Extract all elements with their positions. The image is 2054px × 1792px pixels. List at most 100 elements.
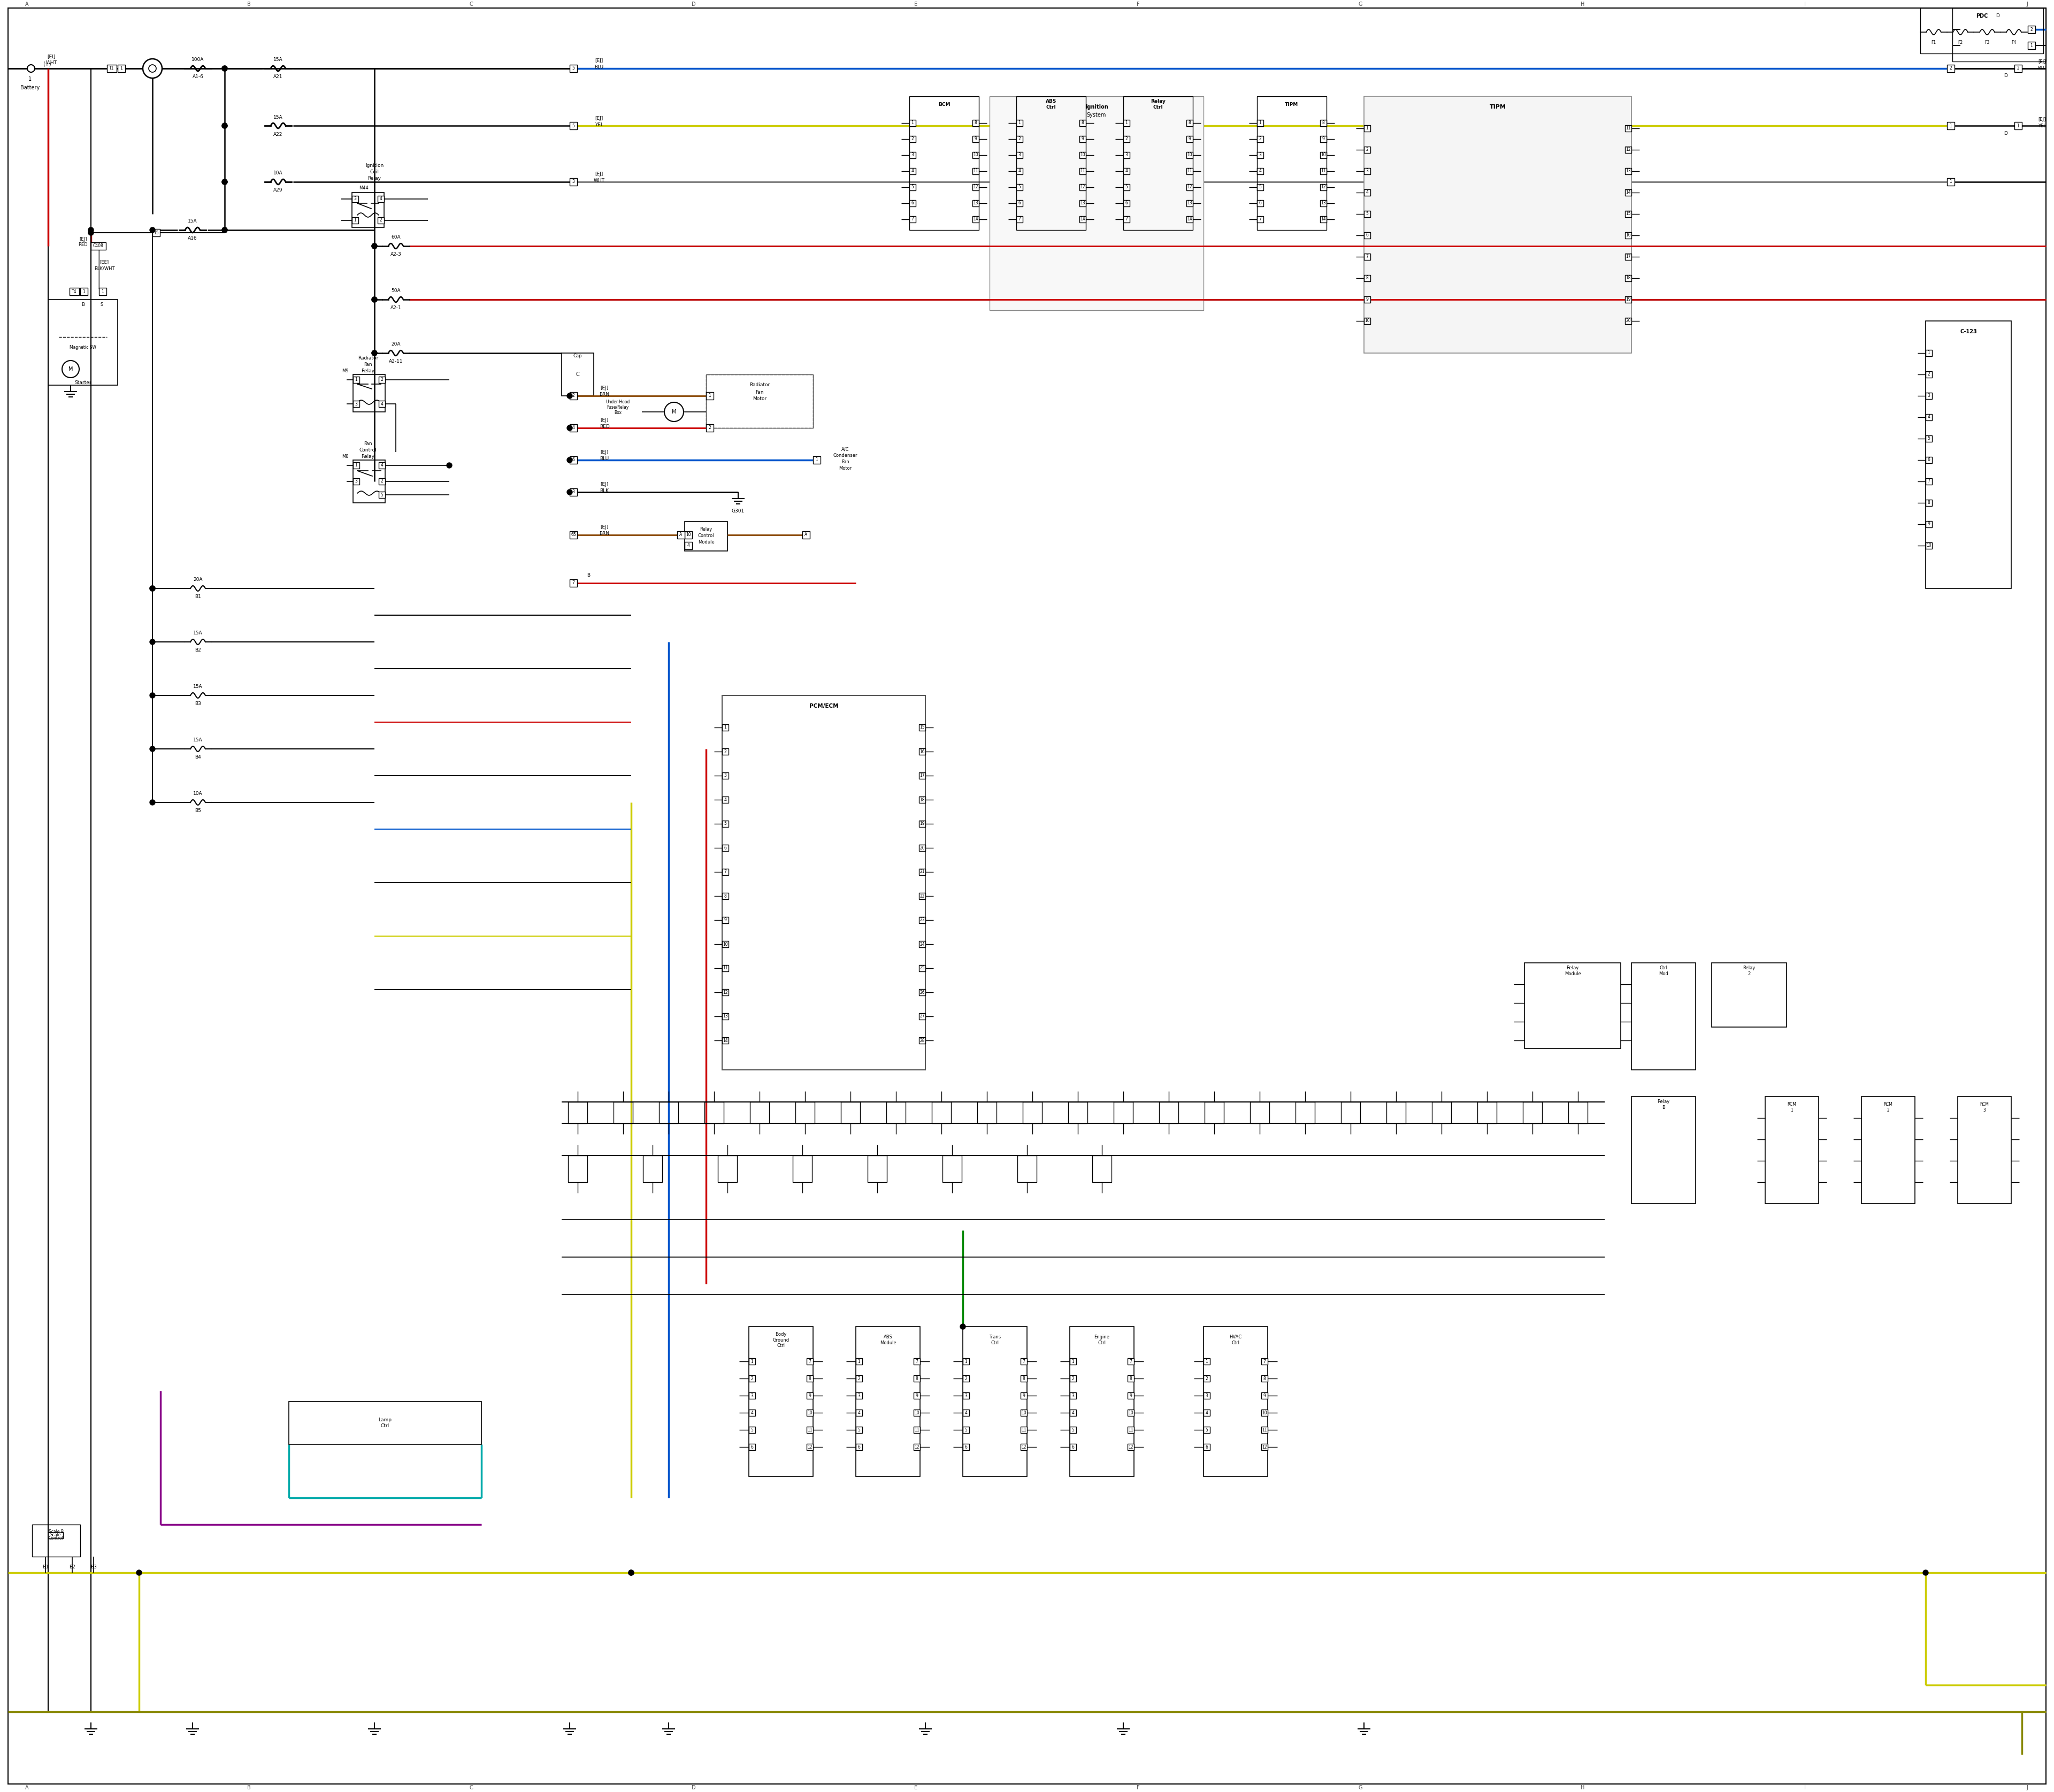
Text: RED: RED (78, 242, 88, 247)
Text: 3: 3 (573, 179, 575, 185)
Circle shape (88, 229, 94, 235)
Text: B3: B3 (195, 701, 201, 706)
Text: 8: 8 (1130, 1376, 1132, 1382)
Text: 4: 4 (965, 1410, 967, 1416)
Text: 1: 1 (965, 1358, 967, 1364)
Circle shape (567, 489, 573, 495)
Bar (1364, 233, 1370, 238)
Text: 8: 8 (1263, 1376, 1265, 1382)
Text: Control: Control (359, 448, 376, 453)
Bar (723, 941, 729, 948)
Bar (378, 217, 384, 224)
Circle shape (150, 694, 156, 699)
Text: 4: 4 (1927, 414, 1931, 419)
Text: 13: 13 (723, 1014, 727, 1020)
Text: 1: 1 (1366, 125, 1368, 131)
Bar (1080, 185, 1087, 190)
Text: 10: 10 (1080, 152, 1085, 158)
Text: D: D (692, 1785, 696, 1790)
Bar (963, 1410, 969, 1416)
Text: 3: 3 (353, 197, 357, 201)
Text: 9: 9 (1023, 1392, 1025, 1398)
Bar (807, 1374, 813, 1382)
Bar (678, 530, 684, 539)
Text: 2: 2 (1126, 136, 1128, 142)
Text: 12: 12 (1128, 1444, 1134, 1450)
Text: 20: 20 (1625, 319, 1631, 323)
Bar (1261, 1392, 1267, 1400)
Text: 9: 9 (1927, 521, 1931, 527)
Bar (943, 1156, 961, 1183)
Bar (1364, 147, 1370, 152)
Text: 3: 3 (1072, 1392, 1074, 1398)
Text: A: A (25, 1785, 29, 1790)
Text: 6: 6 (965, 1444, 967, 1450)
Text: [EI]: [EI] (47, 54, 55, 59)
Text: 3: 3 (1927, 394, 1931, 398)
Bar (723, 695, 926, 1070)
Text: 1: 1 (1259, 120, 1261, 125)
Text: 16: 16 (1625, 233, 1631, 238)
Text: BCM: BCM (939, 102, 951, 108)
Bar (378, 401, 386, 407)
Bar (795, 1102, 815, 1124)
Text: 2: 2 (859, 1376, 861, 1382)
Bar (1080, 201, 1087, 206)
Text: B4: B4 (195, 754, 201, 760)
Text: 2: 2 (1927, 373, 1931, 376)
Circle shape (567, 392, 573, 398)
Bar (1261, 1410, 1267, 1416)
Bar (1080, 168, 1087, 174)
Bar (353, 478, 359, 484)
Bar (1070, 1392, 1076, 1400)
Text: 11: 11 (974, 168, 978, 174)
Bar (1080, 120, 1087, 125)
Bar (1321, 168, 1327, 174)
Text: Ctrl
Mod: Ctrl Mod (1660, 966, 1668, 977)
Text: 1: 1 (815, 457, 817, 462)
Bar (813, 457, 820, 464)
Bar (723, 796, 729, 803)
Text: 9: 9 (1323, 136, 1325, 142)
Bar (1569, 1102, 1588, 1124)
Bar (972, 185, 980, 190)
Text: 8: 8 (1366, 276, 1368, 281)
Text: G: G (1358, 1785, 1362, 1790)
Text: 15: 15 (1625, 211, 1631, 217)
Bar (1927, 543, 1933, 548)
Bar (561, 353, 594, 396)
Bar (1204, 1392, 1210, 1400)
Bar (1124, 201, 1130, 206)
Text: 3: 3 (723, 772, 727, 778)
Bar (1068, 1102, 1087, 1124)
Bar (1187, 136, 1193, 142)
Bar (1187, 168, 1193, 174)
Bar (1070, 1374, 1076, 1382)
Text: 12: 12 (1187, 185, 1191, 190)
Bar (867, 1156, 887, 1183)
Text: 14: 14 (1321, 217, 1327, 222)
Text: 12: 12 (807, 1444, 813, 1450)
Text: 1: 1 (709, 394, 711, 398)
Bar (1947, 65, 1955, 72)
Bar (1927, 349, 1933, 357)
Bar (918, 989, 926, 996)
Text: 7: 7 (1126, 217, 1128, 222)
Text: Relay: Relay (700, 527, 713, 532)
Text: 5: 5 (573, 124, 575, 127)
Bar (569, 392, 577, 400)
Bar (1257, 120, 1263, 125)
Text: 2: 2 (1259, 136, 1261, 142)
Bar (378, 491, 386, 498)
Bar (684, 530, 692, 539)
Text: Fan: Fan (842, 461, 848, 464)
Circle shape (222, 228, 228, 233)
Text: 2: 2 (965, 1376, 967, 1382)
Text: 15A: 15A (193, 738, 203, 742)
Text: D: D (2005, 131, 2007, 136)
Text: BLK: BLK (600, 489, 608, 493)
Bar (723, 821, 729, 826)
Bar (1321, 152, 1327, 158)
Bar (1364, 253, 1370, 260)
Text: 2: 2 (1072, 1376, 1074, 1382)
